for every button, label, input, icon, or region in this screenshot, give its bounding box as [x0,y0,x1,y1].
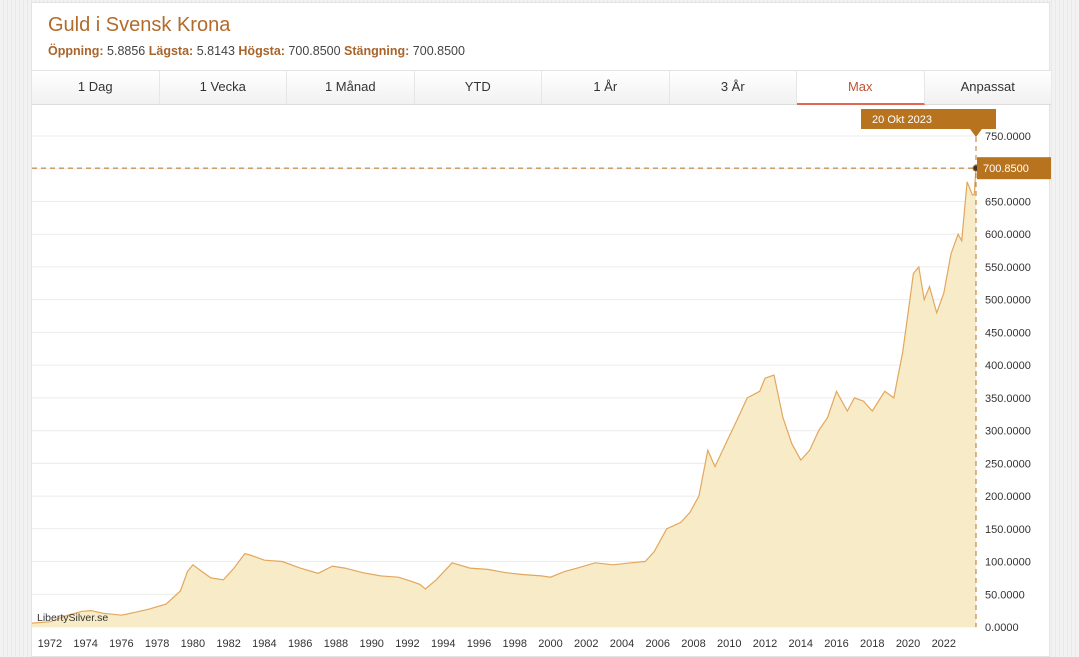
x-tick-label: 2002 [574,638,598,650]
x-tick-label: 1978 [145,638,169,650]
tab-anpassat[interactable]: Anpassat [924,71,1051,105]
range-tabs: 1 Dag 1 Vecka 1 Månad YTD 1 År 3 År Max … [32,70,1051,105]
x-tick-label: 1992 [395,638,419,650]
x-tick-label: 2016 [824,638,848,650]
x-tick-label: 1982 [216,638,240,650]
close-label: Stängning: [344,44,410,58]
watermark: LibertySilver.se [37,612,108,624]
y-tick-label: 200.0000 [985,491,1031,503]
price-line [31,168,977,624]
value-label: 700.8500 [983,163,1029,175]
y-tick-label: 650.0000 [985,196,1031,208]
tab-ytd[interactable]: YTD [414,71,542,105]
x-tick-label: 1972 [38,638,62,650]
ohlc-stats: Öppning: 5.8856 Lägsta: 5.8143 Högsta: 7… [48,44,465,58]
open-label: Öppning: [48,44,104,58]
high-label: Högsta: [238,44,285,58]
y-tick-label: 100.0000 [985,557,1031,569]
x-tick-label: 1974 [73,638,97,650]
x-tick-label: 2000 [538,638,562,650]
x-tick-label: 1980 [181,638,205,650]
x-tick-label: 2012 [753,638,777,650]
x-tick-label: 2006 [646,638,670,650]
date-label: 20 Okt 2023 [872,114,932,126]
x-tick-label: 1998 [502,638,526,650]
tab-1-dag[interactable]: 1 Dag [32,71,160,105]
y-tick-label: 50.0000 [985,589,1025,601]
date-label-pointer [970,129,982,137]
high-value: 700.8500 [288,44,341,58]
y-tick-label: 150.0000 [985,524,1031,536]
x-tick-label: 1990 [359,638,383,650]
x-tick-label: 1996 [467,638,491,650]
y-tick-label: 450.0000 [985,327,1031,339]
x-tick-label: 1988 [324,638,348,650]
x-tick-label: 2010 [717,638,741,650]
tab-1-manad[interactable]: 1 Månad [287,71,415,105]
x-tick-label: 2008 [681,638,705,650]
x-tick-label: 2022 [932,638,956,650]
y-tick-label: 300.0000 [985,426,1031,438]
date-label-box [861,109,996,129]
low-label: Lägsta: [148,44,194,58]
tab-1-vecka[interactable]: 1 Vecka [159,71,287,105]
x-tick-label: 1994 [431,638,455,650]
x-tick-label: 1986 [288,638,312,650]
y-tick-label: 0.0000 [985,622,1019,634]
close-value: 700.8500 [412,44,465,58]
x-tick-label: 2018 [860,638,884,650]
x-tick-label: 2014 [789,638,813,650]
x-tick-label: 2004 [610,638,634,650]
y-tick-label: 550.0000 [985,262,1031,274]
chart-title: Guld i Svensk Krona [48,14,231,36]
y-tick-label: 250.0000 [985,458,1031,470]
y-tick-label: 400.0000 [985,360,1031,372]
low-value: 5.8143 [196,44,235,58]
x-tick-label: 1984 [252,638,276,650]
x-tick-label: 2020 [896,638,920,650]
tab-max[interactable]: Max [797,71,925,105]
y-tick-label: 600.0000 [985,229,1031,241]
x-tick-label: 1976 [109,638,133,650]
price-area [32,168,976,627]
tab-3-ar[interactable]: 3 År [669,71,797,105]
y-tick-label: 350.0000 [985,393,1031,405]
open-value: 5.8856 [107,44,146,58]
y-tick-label: 750.0000 [985,131,1031,143]
y-tick-label: 500.0000 [985,295,1031,307]
tab-1-ar[interactable]: 1 År [542,71,670,105]
value-label-box [977,157,1051,180]
